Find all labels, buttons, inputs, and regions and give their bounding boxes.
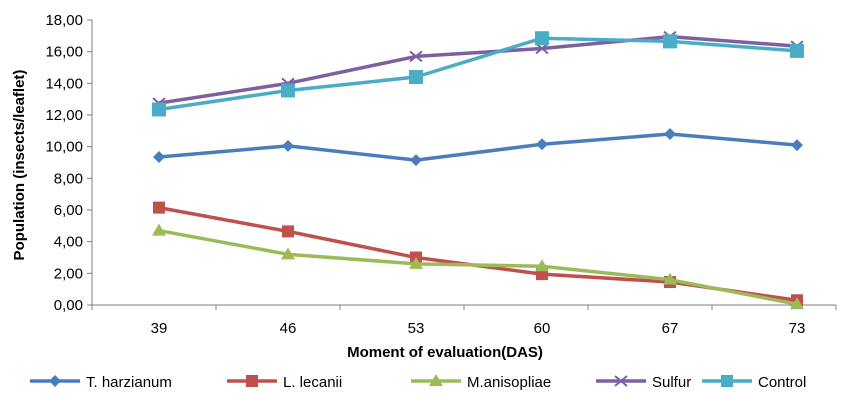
x-marker-stroke <box>409 50 423 63</box>
legend-marker <box>49 375 61 387</box>
y-tick-label: 0,00 <box>54 297 83 314</box>
y-tick-label: 6,00 <box>54 202 83 219</box>
legend-item: L. lecanii <box>227 374 342 391</box>
legend-label: L. lecanii <box>283 374 342 391</box>
y-tick-label: 14,00 <box>45 75 83 92</box>
legend-marker <box>721 375 733 387</box>
data-point <box>409 70 423 84</box>
data-point <box>790 297 804 310</box>
y-tick-label: 8,00 <box>54 170 83 187</box>
chart-legend: T. harzianum L. lecanii M.anisopliae Sulfur… <box>30 374 806 391</box>
legend-label: Sulfur <box>652 374 691 391</box>
legend-label: Control <box>758 374 806 391</box>
legend-item: M.anisopliae <box>411 374 551 391</box>
data-point <box>663 34 677 49</box>
data-point <box>153 150 165 163</box>
series-line <box>158 132 798 162</box>
y-tick-label: 10,00 <box>45 139 83 156</box>
data-point <box>791 139 803 152</box>
data-point <box>664 128 676 140</box>
legend-label: T. harzianum <box>86 374 172 391</box>
legend-marker <box>246 375 258 387</box>
data-point <box>409 256 423 269</box>
x-tick-label: 46 <box>280 320 297 337</box>
x-axis-title: Moment of evaluation(DAS) <box>347 344 543 361</box>
x-tick-label: 60 <box>534 320 551 337</box>
legend-label: M.anisopliae <box>467 374 551 391</box>
x-tick-label: 53 <box>408 320 425 337</box>
x-tick-label: 67 <box>662 320 679 337</box>
data-point <box>282 139 294 152</box>
data-point <box>153 201 165 214</box>
series-line <box>158 228 798 306</box>
x-axis-ticks: 39 46 53 60 67 73 <box>91 305 837 337</box>
data-point <box>409 50 423 63</box>
legend-marker <box>429 374 443 386</box>
series-t-harzianum <box>153 128 803 167</box>
y-tick-label: 2,00 <box>54 265 83 282</box>
x-tick-label: 39 <box>151 320 168 337</box>
y-axis-ticks: 0,00 2,00 4,00 6,00 8,00 10,00 12,00 14,00 16,00… <box>45 12 92 314</box>
y-tick-label: 16,00 <box>45 44 83 61</box>
data-point <box>410 154 422 167</box>
data-point <box>281 247 295 260</box>
series-l-lecanii <box>153 201 803 307</box>
series-line <box>158 36 798 112</box>
chart-series <box>152 30 804 310</box>
y-axis-title: Population (insects/leaflet) <box>11 70 28 261</box>
series-control <box>152 31 804 117</box>
data-point <box>535 31 549 46</box>
data-point <box>663 272 677 285</box>
x-tick-label: 73 <box>789 320 806 337</box>
x-marker-stroke <box>614 375 628 387</box>
data-point <box>535 259 549 272</box>
data-point <box>152 102 166 117</box>
data-point <box>790 43 804 58</box>
legend-item: T. harzianum <box>30 374 172 391</box>
data-point <box>536 138 548 151</box>
legend-item: Sulfur <box>596 374 691 391</box>
y-tick-label: 12,00 <box>45 107 83 124</box>
data-point <box>152 223 166 236</box>
y-tick-label: 18,00 <box>45 12 83 29</box>
legend-marker <box>614 375 628 387</box>
data-point <box>282 225 294 238</box>
data-point <box>281 83 295 98</box>
legend-item: Control <box>702 374 806 391</box>
series-line <box>158 34 798 105</box>
series-m-anisopliae <box>152 223 804 310</box>
y-tick-label: 4,00 <box>54 234 83 251</box>
